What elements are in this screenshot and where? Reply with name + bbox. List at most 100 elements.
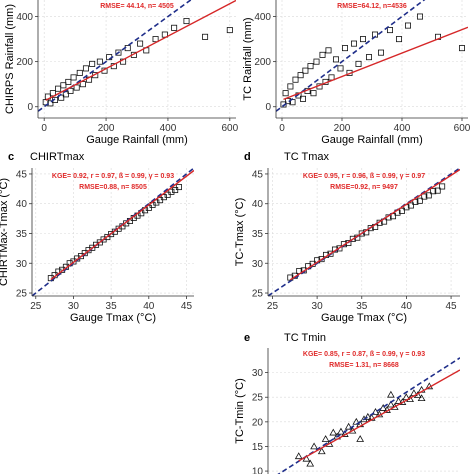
data-point (337, 427, 345, 435)
data-point (183, 18, 190, 25)
x-tick-label: 0 (41, 123, 47, 134)
data-point (307, 63, 314, 70)
panel-title: TC Tmin (284, 332, 326, 344)
data-point (282, 90, 289, 97)
data-point (82, 65, 89, 72)
panel-title: CHIRTmax (30, 151, 85, 163)
data-point (365, 54, 372, 61)
x-tick-label: 45 (181, 301, 193, 312)
scatter-points (38, 0, 236, 112)
data-point (321, 435, 330, 442)
x-axis-label: Gauge Tmax (°C) (70, 312, 156, 324)
y-tick-label: 30 (16, 259, 28, 270)
x-tick-label: 45 (446, 301, 458, 312)
data-point (439, 183, 446, 190)
data-point (96, 58, 103, 65)
stats-annotation: KGE= 0.92, r = 0.97, ß = 0.99, γ = 0.93 (52, 173, 174, 180)
data-point (340, 241, 347, 248)
panel-label: c (8, 151, 14, 163)
y-tick-label: 25 (16, 289, 28, 300)
stats-annotation: RMSE= 44.14, n= 4505 (100, 3, 174, 10)
y-tick-label: 45 (252, 169, 264, 180)
stats-annotation: RMSE=64.12, n=4536 (337, 3, 407, 10)
y-tick-label: 30 (252, 259, 264, 270)
chart-panel-5: 10 15 20 25 30 TC-Tmin (°C) KGE= 0.85, r = 0.8… (234, 332, 460, 474)
x-tick-label: 30 (68, 301, 80, 312)
chart-panel-3: 25 30 35 40 45 25 30 35 40 45 Gauge Tmax (°C) CHIRT… (0, 151, 194, 324)
y-tick-label: 30 (252, 368, 264, 379)
x-tick-label: 25 (267, 301, 279, 312)
data-point (336, 245, 343, 252)
data-point (404, 22, 411, 29)
data-point (458, 45, 465, 52)
data-point (67, 87, 74, 94)
x-tick-label: 35 (106, 301, 118, 312)
regression-fit-line (283, 26, 468, 101)
data-point (306, 459, 315, 467)
data-point (325, 439, 334, 447)
y-tick-label: 20 (252, 417, 264, 428)
y-tick-label: 35 (16, 229, 28, 240)
data-point (299, 95, 306, 102)
stats-annotation: KGE= 0.85, r = 0.87, ß = 0.99, γ = 0.93 (303, 351, 425, 358)
data-point (310, 442, 318, 450)
x-axis-label: Gauge Rainfall (mm) (86, 134, 187, 146)
x-axis-label: Gauge Tmax (°C) (321, 312, 407, 324)
data-point (60, 82, 67, 89)
data-point (175, 184, 182, 191)
data-point (70, 74, 77, 81)
x-axis-label: Gauge Rainfall (mm) (321, 134, 422, 146)
data-point (168, 188, 175, 195)
y-tick-label: 200 (254, 57, 271, 68)
x-tick-label: 30 (312, 301, 324, 312)
y-tick-label: 40 (252, 199, 264, 210)
chart-panel-4: 25 30 35 40 45 25 30 35 40 45 Gauge Tmax (°C) TC-Tm… (234, 151, 460, 324)
data-point (76, 69, 83, 76)
data-point (358, 230, 365, 237)
y-tick-label: 25 (252, 289, 264, 300)
y-tick-label: 40 (16, 199, 28, 210)
one-to-one-line (38, 0, 192, 112)
data-point (310, 90, 317, 97)
x-tick-label: 200 (98, 123, 115, 134)
data-point (297, 72, 304, 79)
x-tick-label: 600 (221, 123, 238, 134)
data-point (287, 83, 294, 90)
y-tick-label: 200 (16, 57, 33, 68)
x-tick-label: 40 (401, 301, 413, 312)
data-point (325, 47, 332, 54)
data-point (379, 404, 388, 411)
scatter-points (277, 357, 460, 474)
y-axis-label: TC-Tmax (°C) (234, 198, 246, 267)
y-tick-label: 400 (16, 12, 33, 23)
data-point (292, 76, 299, 83)
stats-annotation: RMSE=0.92, n= 9497 (330, 184, 398, 191)
data-point (115, 49, 122, 56)
data-point (359, 36, 366, 43)
data-point (55, 85, 62, 92)
data-point (416, 13, 423, 20)
scatter-points (276, 0, 468, 112)
data-point (73, 84, 80, 91)
y-tick-label: 15 (252, 442, 264, 453)
x-tick-label: 25 (30, 301, 42, 312)
y-tick-label: 0 (265, 102, 271, 113)
data-point (349, 235, 356, 242)
data-point (65, 78, 72, 85)
data-point (430, 188, 437, 195)
data-point (416, 197, 423, 204)
y-tick-label: 400 (254, 12, 271, 23)
x-tick-label: 0 (279, 123, 285, 134)
one-to-one-line (277, 357, 460, 474)
stats-annotation: KGE= 0.95, r = 0.96, ß = 0.99, γ = 0.97 (303, 173, 425, 180)
y-tick-label: 45 (16, 169, 28, 180)
data-point (313, 58, 320, 65)
data-point (352, 417, 361, 425)
data-point (171, 24, 178, 31)
y-axis-label: CHIRPS Rainfall (mm) (4, 4, 16, 114)
data-point (329, 428, 338, 436)
data-point (319, 51, 326, 58)
stats-annotation: RMSE= 1.31, n= 8668 (329, 362, 399, 369)
